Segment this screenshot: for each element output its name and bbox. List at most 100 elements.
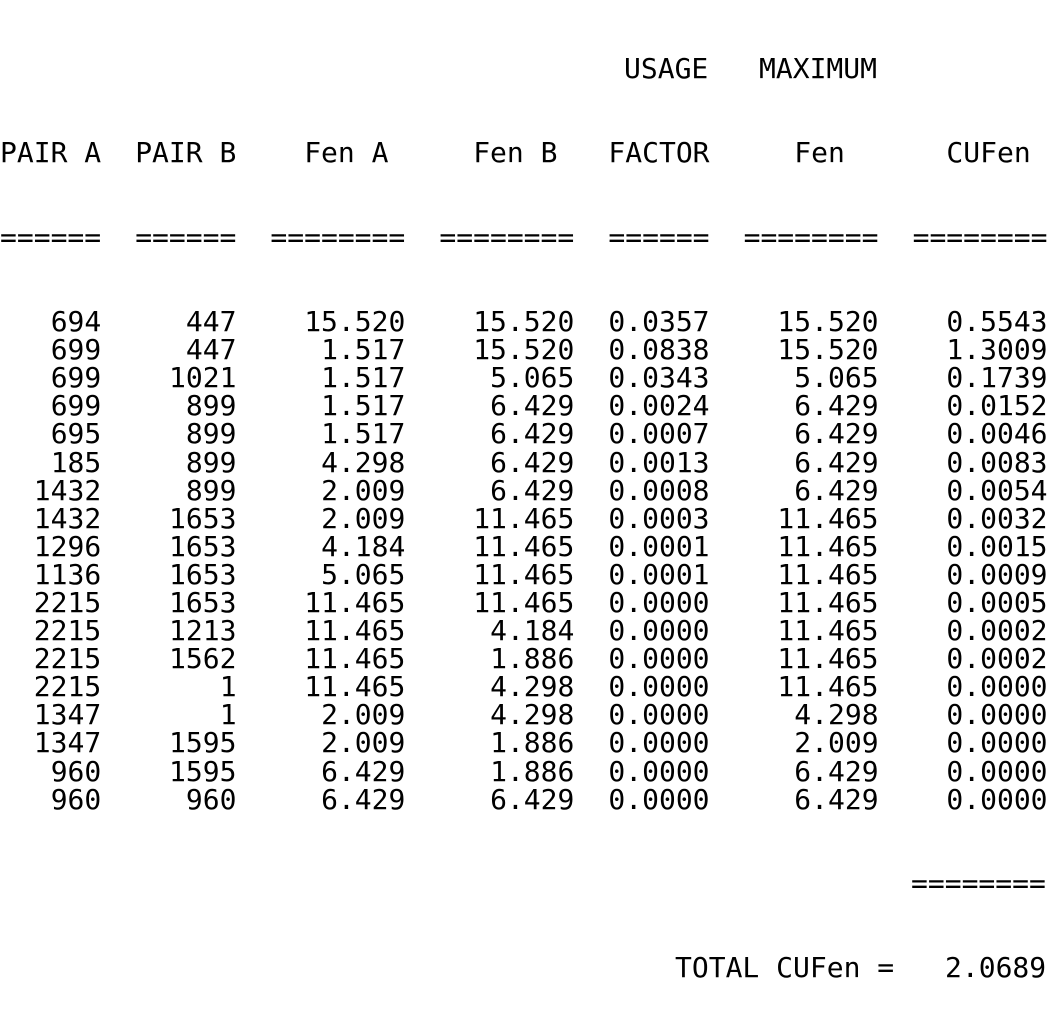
- table-cell: 960: [50, 782, 102, 816]
- table-cell: 0.0001: [608, 529, 710, 563]
- column-underline: ========: [743, 220, 879, 254]
- table-cell: 447: [185, 305, 237, 339]
- table-cell: 1213: [169, 614, 237, 648]
- table-cell: 695: [50, 417, 102, 451]
- column-underline: ======: [0, 220, 102, 254]
- table-cell: 0.0015: [946, 529, 1048, 563]
- column-underline: ========: [439, 220, 575, 254]
- table-cell: 0.0000: [946, 698, 1048, 732]
- column-header: PAIR A: [0, 136, 102, 170]
- total-row: TOTAL CUFen = 2.0689: [0, 954, 1046, 982]
- table-cell: 0.0007: [608, 417, 710, 451]
- table-row: 2215 1213 11.465 4.184 0.0000 11.465 0.0002: [0, 614, 1048, 648]
- table-cell: 6.429: [794, 389, 879, 423]
- table-cell: 6.429: [490, 473, 575, 507]
- table-cell: 0.0357: [608, 305, 710, 339]
- table-cell: 1296: [33, 529, 102, 563]
- data-rows: 694 447 15.520 15.520 0.0357 15.520 0.5543 699 4…: [0, 305, 1048, 816]
- total-label: TOTAL CUFen =: [675, 951, 895, 985]
- table-cell: 2215: [33, 585, 102, 619]
- table-cell: 1.517: [321, 417, 406, 451]
- table-cell: 11.465: [777, 585, 879, 619]
- table-cell: 15.520: [473, 305, 575, 339]
- table-cell: 6.429: [794, 754, 879, 788]
- table-cell: 0.0001: [608, 557, 710, 591]
- table-cell: 0.0000: [608, 670, 710, 704]
- table-cell: 0.0002: [946, 642, 1048, 676]
- table-cell: 960: [185, 782, 237, 816]
- table-cell: 0.0083: [946, 445, 1048, 479]
- table-row: 699 1021 1.517 5.065 0.0343 5.065 0.1739: [0, 361, 1048, 395]
- table-cell: 0.0032: [946, 501, 1048, 535]
- table-cell: 1.886: [490, 726, 575, 760]
- table-cell: 11.465: [473, 529, 575, 563]
- table-cell: 0.0838: [608, 333, 710, 367]
- table-cell: 2.009: [321, 473, 406, 507]
- table-cell: 1.517: [321, 361, 406, 395]
- table-row: 185 899 4.298 6.429 0.0013 6.429 0.0083: [0, 445, 1048, 479]
- table-cell: 6.429: [321, 754, 406, 788]
- table-cell: 2.009: [321, 698, 406, 732]
- table-cell: 4.298: [490, 698, 575, 732]
- table-cell: 0.0002: [946, 614, 1048, 648]
- maximum-header: MAXIMUM: [759, 52, 878, 86]
- table-cell: 1021: [169, 361, 237, 395]
- table-row: 2215 1653 11.465 11.465 0.0000 11.465 0.0005: [0, 585, 1048, 619]
- table-cell: 2215: [33, 670, 102, 704]
- column-header: CUFen: [946, 136, 1031, 170]
- table-cell: 1432: [33, 501, 102, 535]
- table-cell: 699: [50, 361, 102, 395]
- table-cell: 2.009: [794, 726, 879, 760]
- column-header: PAIR B: [135, 136, 237, 170]
- table-row: 694 447 15.520 15.520 0.0357 15.520 0.5543: [0, 305, 1048, 339]
- table-cell: 0.0008: [608, 473, 710, 507]
- table-cell: 0.0013: [608, 445, 710, 479]
- table-cell: 1.517: [321, 333, 406, 367]
- column-header: Fen: [794, 136, 845, 170]
- table-cell: 6.429: [490, 417, 575, 451]
- column-underline: ======: [135, 220, 237, 254]
- table-cell: 0.0054: [946, 473, 1048, 507]
- table-cell: 11.465: [777, 642, 879, 676]
- table-cell: 185: [50, 445, 102, 479]
- table-cell: 0.0343: [608, 361, 710, 395]
- table-cell: 0.0046: [946, 417, 1048, 451]
- table-cell: 6.429: [794, 445, 879, 479]
- table-cell: 0.0152: [946, 389, 1048, 423]
- table-cell: 1432: [33, 473, 102, 507]
- table-row: 2215 1 11.465 4.298 0.0000 11.465 0.0000: [0, 670, 1048, 704]
- column-underline: ========: [270, 220, 406, 254]
- table-cell: 0.5543: [946, 305, 1048, 339]
- total-value: 2.0689: [945, 951, 1047, 985]
- table-cell: 0.0009: [946, 557, 1048, 591]
- table-cell: 960: [50, 754, 102, 788]
- table-cell: 1653: [169, 501, 237, 535]
- table-cell: 899: [185, 445, 237, 479]
- table-cell: 0.0000: [608, 754, 710, 788]
- table-cell: 11.465: [777, 670, 879, 704]
- table-cell: 4.298: [490, 670, 575, 704]
- table-cell: 11.465: [304, 670, 406, 704]
- table-cell: 1.886: [490, 642, 575, 676]
- table-cell: 0.0000: [608, 585, 710, 619]
- table-cell: 11.465: [473, 501, 575, 535]
- table-row: 1136 1653 5.065 11.465 0.0001 11.465 0.0009: [0, 557, 1048, 591]
- table-cell: 15.520: [777, 305, 879, 339]
- table-cell: 1653: [169, 529, 237, 563]
- table-cell: 11.465: [473, 557, 575, 591]
- table-cell: 1562: [169, 642, 237, 676]
- table-row: 699 899 1.517 6.429 0.0024 6.429 0.0152: [0, 389, 1048, 423]
- table-cell: 0.0000: [946, 754, 1048, 788]
- table-cell: 447: [185, 333, 237, 367]
- table-cell: 2215: [33, 642, 102, 676]
- table-row: 960 960 6.429 6.429 0.0000 6.429 0.0000: [0, 782, 1048, 816]
- table-cell: 899: [185, 389, 237, 423]
- table-row: 699 447 1.517 15.520 0.0838 15.520 1.3009: [0, 333, 1048, 367]
- table-cell: 6.429: [490, 389, 575, 423]
- table-cell: 15.520: [304, 305, 406, 339]
- column-header: Fen B: [473, 136, 558, 170]
- table-cell: 11.465: [777, 529, 879, 563]
- total-underline: ========: [911, 866, 1046, 900]
- table-cell: 2215: [33, 614, 102, 648]
